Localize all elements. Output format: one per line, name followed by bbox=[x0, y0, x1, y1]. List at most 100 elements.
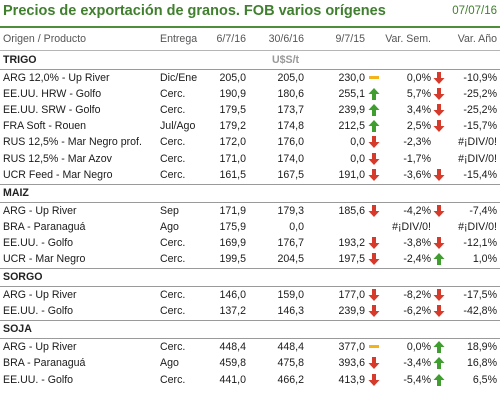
var-year: #¡DIV/0! bbox=[458, 152, 497, 165]
var-year: #¡DIV/0! bbox=[458, 136, 497, 149]
product-name: ARG - Up River bbox=[3, 341, 77, 354]
arrow-down-icon bbox=[433, 87, 445, 101]
product-name: RUS 12,5% - Mar Azov bbox=[3, 152, 112, 165]
var-week: #¡DIV/0! bbox=[392, 220, 431, 233]
price-date-2: 466,2 bbox=[277, 373, 304, 386]
price-date-1: 169,9 bbox=[219, 236, 246, 249]
price-date-3: 193,2 bbox=[338, 236, 365, 249]
product-name: RUS 12,5% - Mar Negro prof. bbox=[3, 136, 142, 149]
delivery-period: Cerc. bbox=[160, 341, 186, 354]
price-date-2: 448,4 bbox=[277, 341, 304, 354]
section-header: SOJA bbox=[0, 321, 500, 340]
price-date-1: 179,2 bbox=[219, 120, 246, 133]
table-row: EE.UU. SRW - Golfo Cerc. 179,5 173,7 239,9 3,… bbox=[0, 102, 500, 118]
price-date-1: 441,0 bbox=[219, 373, 246, 386]
table-row: UCR - Mar Negro Cerc. 199,5 204,5 197,5 -2,4%… bbox=[0, 251, 500, 267]
arrow-up-icon bbox=[368, 103, 380, 117]
arrow-down-icon bbox=[368, 135, 380, 149]
var-week: -2,4% bbox=[403, 253, 431, 265]
var-year: 16,8% bbox=[466, 357, 497, 370]
arrow-up-icon bbox=[368, 119, 380, 133]
product-name: EE.UU. SRW - Golfo bbox=[3, 104, 101, 117]
delivery-period: Cerc. bbox=[160, 104, 186, 117]
price-date-2: 174,0 bbox=[277, 152, 304, 165]
price-date-1: 171,0 bbox=[219, 152, 246, 165]
price-date-3: 393,6 bbox=[338, 357, 365, 370]
var-week: -2,3% bbox=[403, 136, 431, 149]
delivery-period: Ago bbox=[160, 357, 179, 370]
arrow-down-icon bbox=[433, 204, 445, 218]
product-name: EE.UU. - Golfo bbox=[3, 305, 74, 318]
arrow-down-icon bbox=[368, 356, 380, 370]
arrow-down-icon bbox=[368, 252, 380, 266]
header-origin: Origen / Producto bbox=[3, 33, 87, 45]
arrow-down-icon bbox=[368, 152, 380, 166]
section-title: MAIZ bbox=[3, 186, 29, 199]
table-row: EE.UU. - Golfo Cerc. 441,0 466,2 413,9 -5,4% 6… bbox=[0, 372, 500, 388]
price-date-3: 0,0 bbox=[350, 152, 365, 165]
product-name: ARG - Up River bbox=[3, 204, 77, 217]
var-year: -15,4% bbox=[463, 168, 497, 181]
arrow-down-icon bbox=[368, 304, 380, 318]
header-date-3: 9/7/15 bbox=[335, 33, 365, 45]
arrow-up-icon bbox=[433, 252, 445, 266]
delivery-period: Sep bbox=[160, 204, 179, 217]
var-year: 6,5% bbox=[472, 373, 497, 386]
arrow-down-icon bbox=[433, 304, 445, 318]
section-divider bbox=[0, 320, 500, 322]
section-divider bbox=[0, 183, 500, 185]
price-date-1: 172,0 bbox=[219, 136, 246, 149]
delivery-period: Cerc. bbox=[160, 136, 186, 149]
var-week: -6,2% bbox=[403, 305, 431, 318]
price-date-2: 176,7 bbox=[277, 236, 304, 249]
var-week: -1,7% bbox=[403, 152, 431, 165]
var-week: -5,4% bbox=[403, 373, 431, 386]
unit-label: U$S/t bbox=[272, 54, 300, 66]
product-name: EE.UU. - Golfo bbox=[3, 373, 74, 386]
table-row: EE.UU. - Golfo Cerc. 169,9 176,7 193,2 -3,8% -… bbox=[0, 235, 500, 251]
delivery-period: Jul/Ago bbox=[160, 120, 196, 133]
price-date-1: 199,5 bbox=[219, 253, 246, 265]
section-divider bbox=[0, 268, 500, 270]
section-title: SORGO bbox=[3, 271, 43, 284]
header-var-week: Var. Sem. bbox=[385, 33, 431, 45]
product-name: ARG - Up River bbox=[3, 289, 77, 302]
delivery-period: Cerc. bbox=[160, 236, 186, 249]
arrow-down-icon bbox=[368, 236, 380, 250]
var-week: 0,0% bbox=[406, 72, 431, 84]
arrow-down-icon bbox=[368, 168, 380, 182]
table-row: RUS 12,5% - Mar Negro prof. Cerc. 172,0 176… bbox=[0, 134, 500, 150]
price-date-1: 190,9 bbox=[219, 88, 246, 101]
price-date-1: 171,9 bbox=[219, 204, 246, 217]
table-row: RUS 12,5% - Mar Azov Cerc. 171,0 174,0 0,0 -1… bbox=[0, 151, 500, 167]
price-date-3: 413,9 bbox=[338, 373, 365, 386]
delivery-period: Cerc. bbox=[160, 289, 186, 302]
delivery-period: Ago bbox=[160, 220, 179, 233]
delivery-period: Cerc. bbox=[160, 168, 186, 181]
delivery-period: Cerc. bbox=[160, 253, 186, 265]
header-delivery: Entrega bbox=[160, 33, 198, 45]
table-row: EE.UU. - Golfo Cerc. 137,2 146,3 239,9 -6,2% -… bbox=[0, 303, 500, 319]
price-date-3: 212,5 bbox=[338, 120, 365, 133]
price-date-2: 146,3 bbox=[277, 305, 304, 318]
price-date-3: 185,6 bbox=[338, 204, 365, 217]
section-header: TRIGO U$S/t bbox=[0, 52, 500, 70]
arrow-down-icon bbox=[368, 373, 380, 387]
var-week: -3,6% bbox=[403, 168, 431, 181]
price-date-2: 179,3 bbox=[277, 204, 304, 217]
price-date-1: 175,9 bbox=[219, 220, 246, 233]
table-row: BRA - Paranaguá Ago 459,8 475,8 393,6 -3,4% 16… bbox=[0, 355, 500, 371]
var-year: -7,4% bbox=[469, 204, 497, 217]
price-date-2: 204,5 bbox=[277, 253, 304, 265]
arrow-down-icon bbox=[433, 168, 445, 182]
price-date-2: 180,6 bbox=[277, 88, 304, 101]
price-date-3: 230,0 bbox=[338, 72, 365, 84]
price-date-3: 239,9 bbox=[338, 104, 365, 117]
section-header: MAIZ bbox=[0, 185, 500, 203]
table-row: BRA - Paranaguá Ago 175,9 0,0 #¡DIV/0! #¡DIV/… bbox=[0, 219, 500, 235]
arrow-down-icon bbox=[433, 71, 445, 85]
var-week: 0,0% bbox=[406, 341, 431, 354]
header-date-2: 30/6/16 bbox=[268, 33, 304, 45]
table-header: Origen / Producto Entrega 6/7/16 30/6/16… bbox=[0, 28, 500, 51]
arrow-down-icon bbox=[433, 103, 445, 117]
